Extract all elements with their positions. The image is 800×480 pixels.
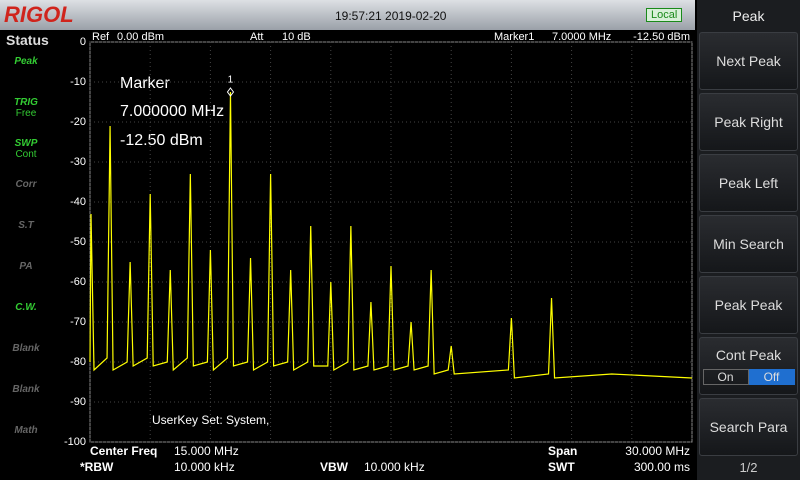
marker <box>226 87 235 97</box>
y-tick-label: -10 <box>70 76 86 88</box>
marker-box-line: 7.000000 MHz <box>120 103 224 120</box>
status-icon-bottom: Free <box>15 108 37 119</box>
swt: 300.00 ms <box>634 460 690 474</box>
status-icon-top: Peak <box>14 56 38 67</box>
y-tick-label: -50 <box>70 236 86 248</box>
off[interactable]: Off <box>748 369 795 385</box>
status-icon-top: S.T <box>18 220 34 231</box>
local-badge: Local <box>646 8 683 22</box>
status-icon-top: PA <box>19 261 33 272</box>
status-icon: Blank <box>6 343 46 379</box>
y-tick-label: 0 <box>80 36 86 48</box>
datetime: 19:57:21 2019-02-20 <box>335 9 447 23</box>
y-tick-label: -30 <box>70 156 86 168</box>
menu-button[interactable]: Min Search <box>699 215 798 273</box>
marker-box-line: Marker <box>120 75 170 92</box>
y-tick-label: -60 <box>70 276 86 288</box>
swt-label: SWT <box>548 460 575 474</box>
menu-button[interactable]: Peak Right <box>699 93 798 151</box>
y-tick-label: -40 <box>70 196 86 208</box>
status-icon-top: Corr <box>15 179 37 190</box>
menu-button[interactable]: Peak Peak <box>699 276 798 334</box>
center-label: Center Freq <box>90 444 157 458</box>
rbw: 10.000 kHz <box>174 460 235 474</box>
status-icon: Peak <box>6 56 46 92</box>
menu-title: Peak <box>732 8 765 24</box>
status-icon-top: Blank <box>12 384 40 395</box>
status-title: Status <box>6 32 49 48</box>
page: 1/2 <box>739 460 758 475</box>
ref-label: Ref <box>92 31 110 43</box>
span-label: Span <box>548 444 577 458</box>
status-icon: PA <box>6 261 46 297</box>
marker-freq: 7.0000 MHz <box>552 31 611 43</box>
marker-level: -12.50 dBm <box>633 31 690 43</box>
search-para[interactable]: Search Para <box>699 398 798 456</box>
y-tick-label: -100 <box>64 436 86 448</box>
search-para-label: Search Para <box>709 419 788 435</box>
logo: RIGOL <box>4 2 74 27</box>
cont-peak-label: Cont Peak <box>715 347 782 363</box>
y-tick-label: -70 <box>70 316 86 328</box>
status-icon-top: C.W. <box>15 302 37 313</box>
cont-peak[interactable]: Cont Peak On Off <box>699 337 798 395</box>
status-icon: Math <box>6 425 46 461</box>
span: 30.000 MHz <box>625 444 690 458</box>
menu-button[interactable]: Next Peak <box>699 32 798 90</box>
on[interactable]: On <box>702 369 749 385</box>
status-icon: Blank <box>6 384 46 420</box>
att-label: Att <box>250 31 263 43</box>
marker-label: Marker1 <box>494 31 534 43</box>
center: 15.000 MHz <box>174 444 239 458</box>
marker-number: 1 <box>228 75 234 86</box>
status-icon: Corr <box>6 179 46 215</box>
y-tick-label: -80 <box>70 356 86 368</box>
ref: 0.00 dBm <box>117 31 164 43</box>
att: 10 dB <box>282 31 311 43</box>
status-icon: S.T <box>6 220 46 256</box>
status-icon: SWP Cont <box>6 138 46 174</box>
vbw-label: VBW <box>320 460 349 474</box>
y-tick-label: -20 <box>70 116 86 128</box>
status-icon-bottom: Cont <box>15 149 37 160</box>
vbw: 10.000 kHz <box>364 460 425 474</box>
top-bar <box>0 0 695 30</box>
marker-box-line: -12.50 dBm <box>120 132 203 149</box>
status-icon: TRIG Free <box>6 97 46 133</box>
status-icon-top: Math <box>14 425 38 436</box>
y-tick-label: -90 <box>70 396 86 408</box>
status-icon-top: SWP <box>14 138 38 149</box>
userkey: UserKey Set: System, <box>152 413 269 427</box>
status-icon-top: TRIG <box>14 97 38 108</box>
rbw-label: *RBW <box>80 460 114 474</box>
status-icon: C.W. <box>6 302 46 338</box>
menu-button[interactable]: Peak Left <box>699 154 798 212</box>
trace <box>89 91 693 379</box>
status-icon-top: Blank <box>12 343 40 354</box>
